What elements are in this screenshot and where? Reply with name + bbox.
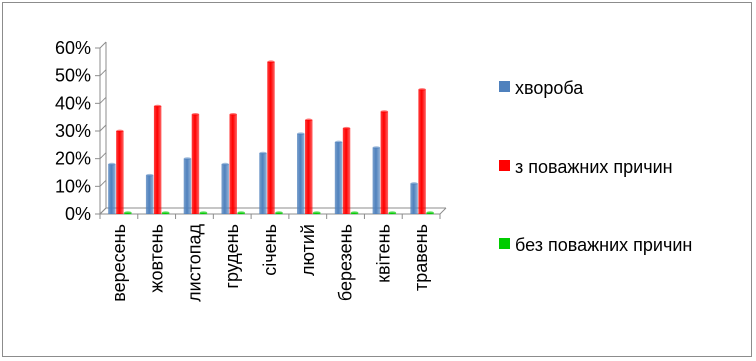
legend-swatch xyxy=(499,81,510,92)
chart-frame: 0% 10% 20% 30% 40% 50% 60% вересень жовтень лист… xyxy=(2,2,752,357)
y-tick-depth xyxy=(99,96,107,104)
y-tick-depth xyxy=(99,152,107,160)
bar xyxy=(380,111,389,214)
legend-item: хвороба xyxy=(499,75,705,102)
bar-cap xyxy=(372,146,381,150)
bar xyxy=(183,158,192,214)
legend-item: з поважних причин xyxy=(499,154,705,181)
bar xyxy=(418,89,426,214)
bar-cap xyxy=(275,211,283,215)
bar xyxy=(342,128,351,214)
bar-cap xyxy=(191,113,200,116)
bar xyxy=(334,142,343,214)
x-axis-ticks: вересень жовтень листопад грудень січень люти… xyxy=(99,214,441,302)
bar-chart: 0% 10% 20% 30% 40% 50% 60% вересень жовтень лист… xyxy=(55,38,447,302)
y-tick-label: 0% xyxy=(65,204,91,224)
bar xyxy=(153,106,162,214)
bar-cap xyxy=(145,173,154,177)
x-tick-label: березень xyxy=(336,224,356,301)
y-tick-label: 50% xyxy=(55,66,91,86)
x-tick-label: лютий xyxy=(298,224,318,276)
y-tick-label: 30% xyxy=(55,121,91,141)
y-tick-depth xyxy=(99,69,107,77)
bar-cap xyxy=(108,162,116,166)
bar-cap xyxy=(305,118,313,122)
y-tick-depth xyxy=(99,124,107,132)
y-tick-depth xyxy=(99,41,107,49)
bar xyxy=(259,153,267,214)
bar xyxy=(305,119,313,214)
bar-cap xyxy=(297,132,305,136)
y-axis-ticks: 0% 10% 20% 30% 40% 50% 60% xyxy=(55,38,107,224)
bar-cap xyxy=(259,151,267,155)
bar-cap xyxy=(161,211,170,215)
x-tick-label: квітень xyxy=(373,224,393,283)
bar xyxy=(410,183,418,214)
chart-bars xyxy=(108,60,434,215)
legend-swatch xyxy=(499,160,510,171)
bar-cap xyxy=(334,140,343,144)
x-tick-label: січень xyxy=(260,224,280,276)
x-tick-label: вересень xyxy=(109,224,129,302)
legend-swatch xyxy=(499,238,510,249)
x-tick-label: листопад xyxy=(184,224,204,302)
legend-label: хвороба xyxy=(515,78,584,98)
bar-cap xyxy=(350,211,359,215)
bar xyxy=(145,175,154,214)
bar xyxy=(116,131,124,214)
bar xyxy=(108,164,116,214)
bar-cap xyxy=(183,157,192,161)
bar-cap xyxy=(410,182,418,185)
legend-item: без поважних причин xyxy=(499,232,705,259)
x-tick-label: грудень xyxy=(222,224,242,289)
bar-cap xyxy=(124,211,132,215)
y-tick-label: 60% xyxy=(55,38,91,58)
y-tick-depth xyxy=(99,207,107,215)
bar xyxy=(221,164,229,214)
bar-cap xyxy=(380,110,389,114)
y-tick-label: 40% xyxy=(55,93,91,113)
bar xyxy=(267,61,275,215)
bar-cap xyxy=(342,126,351,130)
y-tick-label: 10% xyxy=(55,176,91,196)
bar-cap xyxy=(267,60,275,64)
bar-cap xyxy=(313,211,321,215)
bar xyxy=(297,133,305,214)
bar xyxy=(229,114,237,214)
legend-label: без поважних причин xyxy=(515,235,693,255)
bar-cap xyxy=(426,211,434,215)
x-tick-label: жовтень xyxy=(147,224,167,293)
bar-cap xyxy=(116,129,124,133)
bar-cap xyxy=(237,211,245,215)
bar-cap xyxy=(418,88,426,91)
bar xyxy=(372,147,381,214)
floor-edge-right xyxy=(439,207,447,215)
bar-cap xyxy=(153,104,162,108)
bar-cap xyxy=(388,211,397,215)
y-tick-label: 20% xyxy=(55,149,91,169)
bar-cap xyxy=(199,211,208,215)
legend-label: з поважних причин xyxy=(515,157,673,177)
bar xyxy=(191,114,200,214)
y-tick-depth xyxy=(99,179,107,187)
bar-cap xyxy=(229,113,237,116)
x-tick-label: травень xyxy=(411,224,431,291)
bar-cap xyxy=(221,162,229,166)
